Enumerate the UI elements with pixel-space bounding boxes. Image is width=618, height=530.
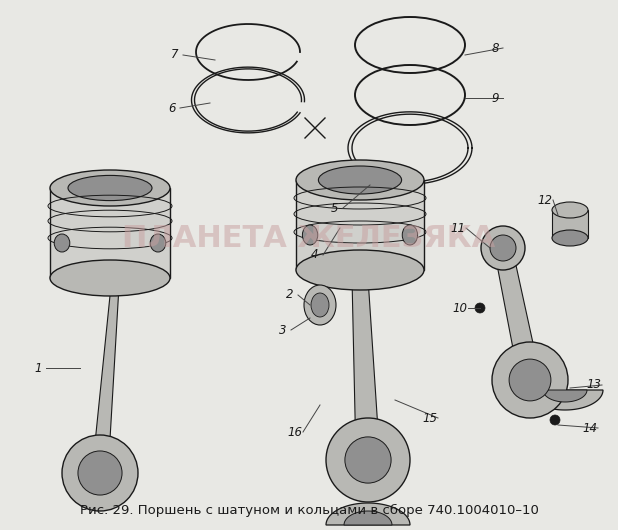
- Ellipse shape: [296, 250, 424, 290]
- Ellipse shape: [54, 234, 70, 252]
- Polygon shape: [326, 503, 410, 525]
- Polygon shape: [494, 246, 541, 382]
- Ellipse shape: [509, 359, 551, 401]
- Text: 11: 11: [451, 222, 465, 234]
- Text: ПЛАНЕТА ЖЕЛЕЗЯКА: ПЛАНЕТА ЖЕЛЕЗЯКА: [122, 224, 496, 253]
- Polygon shape: [352, 278, 380, 460]
- Text: 8: 8: [491, 41, 499, 55]
- Text: 1: 1: [34, 361, 42, 375]
- Text: 16: 16: [287, 426, 302, 438]
- Ellipse shape: [345, 437, 391, 483]
- Ellipse shape: [490, 235, 516, 261]
- Ellipse shape: [296, 160, 424, 200]
- Ellipse shape: [150, 234, 166, 252]
- Text: 14: 14: [583, 421, 598, 435]
- Polygon shape: [92, 286, 119, 474]
- Ellipse shape: [552, 230, 588, 246]
- Text: 7: 7: [171, 49, 179, 61]
- Text: 6: 6: [168, 102, 176, 114]
- Text: 3: 3: [279, 323, 287, 337]
- Ellipse shape: [481, 226, 525, 270]
- Text: 10: 10: [452, 302, 467, 314]
- Text: 2: 2: [286, 288, 294, 302]
- Bar: [296, 180, 424, 270]
- Ellipse shape: [326, 418, 410, 502]
- Ellipse shape: [302, 225, 318, 245]
- Ellipse shape: [318, 166, 402, 194]
- Ellipse shape: [62, 435, 138, 511]
- Ellipse shape: [402, 225, 418, 245]
- Ellipse shape: [550, 415, 560, 425]
- Text: 12: 12: [538, 193, 552, 207]
- Text: 13: 13: [586, 378, 601, 392]
- Polygon shape: [344, 511, 392, 525]
- Bar: [50, 188, 170, 278]
- Text: Рис. 29. Поршень с шатуном и кольцами в сборе 740.1004010–10: Рис. 29. Поршень с шатуном и кольцами в …: [80, 504, 538, 517]
- Ellipse shape: [50, 170, 170, 206]
- Ellipse shape: [68, 175, 152, 200]
- Text: 15: 15: [423, 411, 438, 425]
- Ellipse shape: [311, 293, 329, 317]
- Polygon shape: [543, 390, 587, 402]
- Text: 4: 4: [311, 249, 319, 261]
- Ellipse shape: [475, 303, 485, 313]
- Bar: [552, 210, 588, 238]
- Polygon shape: [527, 390, 603, 410]
- Ellipse shape: [50, 260, 170, 296]
- Ellipse shape: [552, 202, 588, 218]
- Text: 9: 9: [491, 92, 499, 104]
- Ellipse shape: [78, 451, 122, 495]
- Ellipse shape: [304, 285, 336, 325]
- Text: 5: 5: [331, 201, 339, 215]
- Ellipse shape: [492, 342, 568, 418]
